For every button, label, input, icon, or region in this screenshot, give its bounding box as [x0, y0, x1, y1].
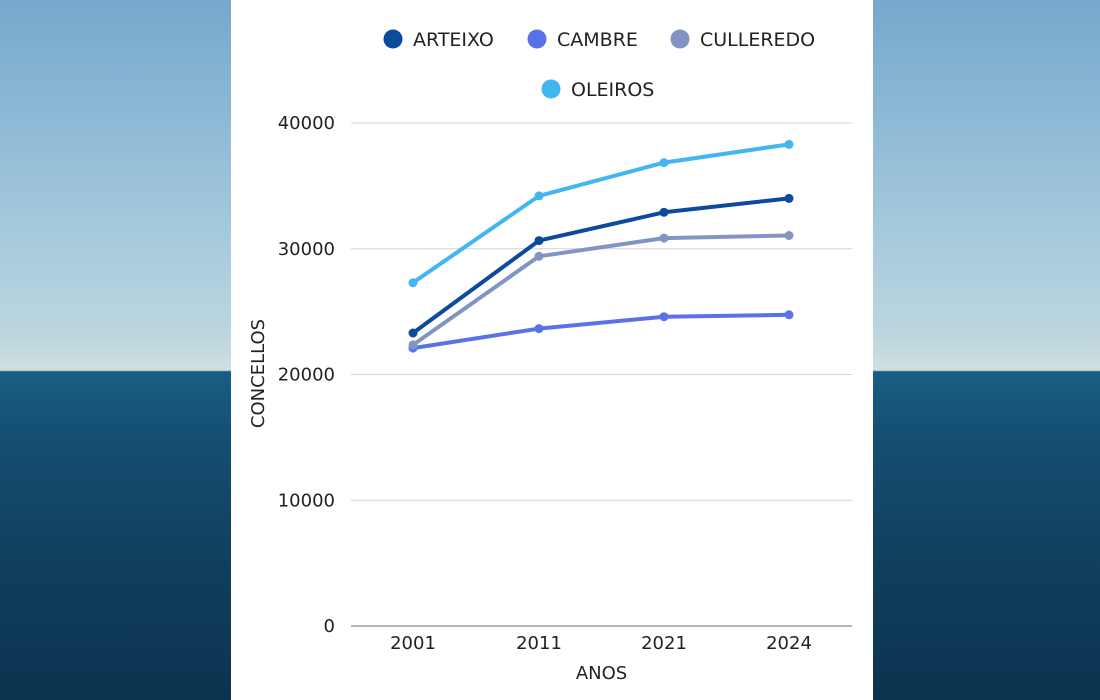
- series-arteixo: [408, 193, 794, 338]
- legend-marker-culleredo: [670, 29, 690, 49]
- series-oleiros: [408, 139, 794, 288]
- data-point-culleredo: [408, 340, 418, 350]
- x-axis-ticks: 2001 2011 2021 2024: [390, 633, 812, 654]
- x-tick-label: 2011: [516, 633, 562, 654]
- legend-marker-oleiros: [541, 79, 561, 99]
- y-tick-label: 30000: [278, 239, 335, 260]
- data-point-arteixo: [659, 207, 669, 217]
- y-tick-label: 10000: [278, 490, 335, 511]
- series-line-cambre: [411, 312, 791, 351]
- legend-item-cambre: CAMBRE: [527, 29, 638, 51]
- data-point-culleredo: [659, 233, 669, 243]
- line-chart: ARTEIXO CAMBRE CULLEREDO OLEIROS 0 10000 2000…: [248, 29, 852, 684]
- x-tick-label: 2024: [766, 633, 812, 654]
- y-tick-label: 20000: [278, 365, 335, 386]
- y-tick-label: 40000: [278, 113, 335, 134]
- legend-item-arteixo: ARTEIXO: [383, 29, 494, 51]
- data-point-oleiros: [408, 278, 418, 288]
- y-tick-label: 0: [324, 616, 335, 637]
- data-point-cambre: [534, 324, 544, 334]
- series-line-arteixo: [411, 196, 791, 335]
- grid-lines: [351, 122, 852, 627]
- legend-label-culleredo: CULLEREDO: [700, 29, 815, 51]
- series-culleredo: [408, 231, 794, 350]
- series-cambre: [408, 310, 794, 353]
- data-point-oleiros: [784, 139, 794, 149]
- series-line-culleredo: [411, 233, 791, 347]
- legend-label-oleiros: OLEIROS: [571, 79, 654, 101]
- series-group: [408, 139, 794, 353]
- y-axis-title: CONCELLOS: [248, 319, 269, 428]
- y-axis-ticks: 0 10000 20000 30000 40000: [278, 113, 335, 637]
- legend-label-cambre: CAMBRE: [557, 29, 638, 51]
- data-point-oleiros: [534, 191, 544, 201]
- legend-item-culleredo: CULLEREDO: [670, 29, 815, 51]
- x-axis-title: ANOS: [576, 663, 627, 684]
- x-tick-label: 2001: [390, 633, 436, 654]
- chart-panel: ARTEIXO CAMBRE CULLEREDO OLEIROS 0 10000 2000…: [231, 0, 873, 700]
- legend-marker-cambre: [527, 29, 547, 49]
- data-point-arteixo: [784, 193, 794, 203]
- data-point-culleredo: [784, 231, 794, 240]
- data-point-cambre: [659, 312, 669, 322]
- legend-item-oleiros: OLEIROS: [541, 79, 654, 101]
- x-tick-label: 2021: [641, 633, 687, 654]
- data-point-cambre: [784, 310, 794, 320]
- legend-label-arteixo: ARTEIXO: [413, 29, 494, 51]
- data-point-oleiros: [659, 158, 669, 168]
- data-point-arteixo: [408, 328, 418, 338]
- legend-marker-arteixo: [383, 29, 403, 49]
- data-point-culleredo: [534, 251, 544, 261]
- legend: ARTEIXO CAMBRE CULLEREDO OLEIROS: [383, 29, 815, 101]
- data-point-arteixo: [534, 236, 544, 246]
- series-line-oleiros: [411, 142, 791, 285]
